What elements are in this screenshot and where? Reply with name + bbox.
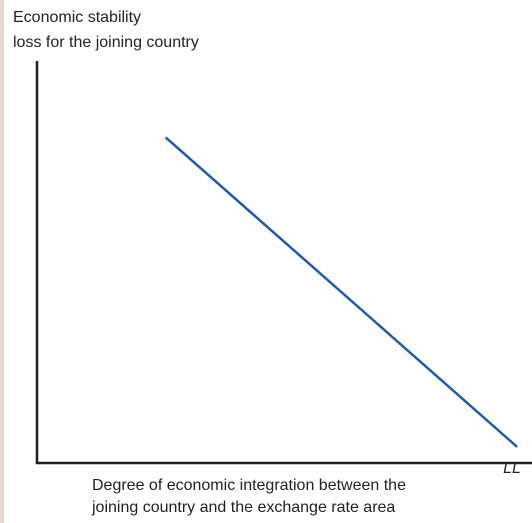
y-axis-label-line-2: loss for the joining country — [13, 34, 199, 51]
left-border-strip — [0, 0, 4, 523]
ll-curve-label: LL — [503, 460, 521, 477]
x-axis-label-line-2: joining country and the exchange rate ar… — [92, 499, 396, 516]
y-axis-label-line-1: Economic stability — [13, 9, 142, 26]
x-axis-label-line-1: Degree of economic integration between t… — [92, 477, 406, 494]
ll-curve-line — [164, 136, 518, 448]
